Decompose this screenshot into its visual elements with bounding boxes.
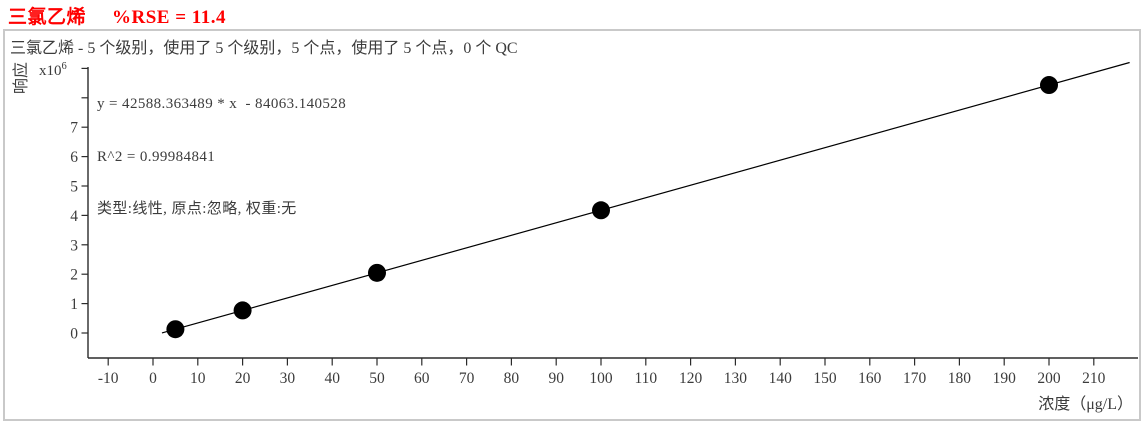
x-tick-label: 10	[190, 370, 206, 387]
rse-value: %RSE = 11.4	[112, 7, 227, 28]
x-tick-label: 170	[903, 370, 927, 387]
x-tick-label: 180	[948, 370, 972, 387]
x-tick-label: 0	[149, 370, 157, 387]
calibration-fit-line	[161, 61, 1130, 334]
compound-name: 三氯乙烯	[8, 7, 87, 28]
y-tick-label: 1	[70, 296, 78, 313]
x-axis-title: 浓度（μg/L）	[1038, 396, 1133, 413]
x-tick-label: 20	[235, 370, 251, 387]
fit-equation: y = 42588.363489 * x - 84063.140528	[97, 96, 347, 112]
y-tick-label: 3	[70, 237, 78, 254]
x-tick-label: 200	[1037, 370, 1061, 387]
y-tick-label: 0	[70, 326, 78, 343]
calibration-point	[1040, 76, 1058, 95]
x-tick-label: 100	[589, 370, 613, 387]
x-tick-label: 110	[634, 370, 657, 387]
x-tick-label: 50	[369, 370, 385, 387]
calibration-panel: -10 0 10 20 30 40 50 60 70 80 90 100 110 120 130 140 150…	[3, 29, 1141, 421]
calibration-point	[368, 263, 386, 282]
r-squared: R^2 = 0.99984841	[97, 148, 216, 165]
y-tick-label: 7	[70, 120, 78, 137]
x-tick-label: 70	[459, 370, 475, 387]
equation-block: y = 42588.363489 * x - 84063.140528 R^2 …	[97, 61, 346, 254]
y-tick-label: 4	[70, 208, 78, 225]
calibration-point	[166, 320, 185, 339]
calibration-point	[233, 301, 252, 320]
y-tick-label: 6	[70, 149, 78, 166]
x-tick-label: 130	[724, 370, 748, 387]
x-tick-label: 60	[414, 370, 430, 387]
calibration-plot: -10 0 10 20 30 40 50 60 70 80 90 100 110 120 130 140 150…	[70, 61, 1138, 387]
x-tick-label: 160	[858, 370, 882, 387]
fit-settings: 类型:线性, 原点:忽略, 权重:无	[97, 201, 297, 217]
report-title: 三氯乙烯 %RSE = 11.4	[8, 2, 226, 29]
y-tick-label: 2	[70, 267, 78, 284]
x-tick-label: 120	[679, 370, 703, 387]
x-tick-label: 210	[1082, 370, 1106, 387]
calibration-point	[592, 201, 610, 220]
x-tick-label: 80	[504, 370, 520, 387]
x-tick-label: 150	[813, 370, 837, 387]
y-tick-label: 5	[70, 179, 78, 196]
calibration-summary: 三氯乙烯 - 5 个级别，使用了 5 个级别，5 个点，使用了 5 个点，0 个…	[10, 40, 518, 57]
x-tick-label: 140	[769, 370, 793, 387]
y-axis-scale-label: x106	[39, 61, 67, 80]
x-tick-label: 90	[548, 370, 564, 387]
x-tick-label: -10	[98, 370, 119, 387]
x-tick-label: 190	[993, 370, 1017, 387]
x-tick-label: 30	[280, 370, 296, 387]
y-scale-exponent: 6	[61, 61, 67, 72]
y-scale-base: x10	[39, 63, 62, 79]
x-tick-label: 40	[324, 370, 340, 387]
y-axis-title: 响应	[13, 61, 30, 94]
